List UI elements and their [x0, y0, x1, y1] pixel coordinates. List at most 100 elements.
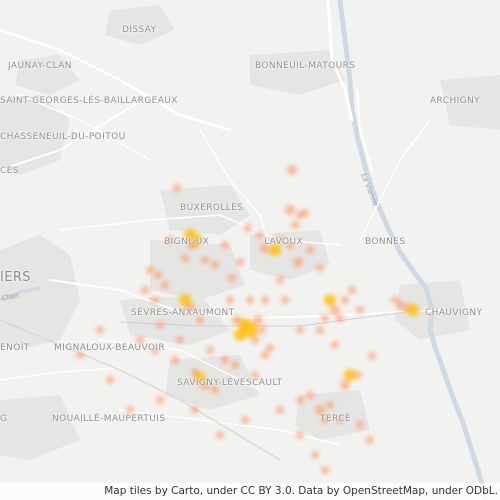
- place-label-bignoux: BIGNOUX: [164, 237, 210, 247]
- heat-point: [261, 296, 269, 304]
- heat-point: [340, 380, 350, 390]
- heat-point: [396, 301, 404, 309]
- heat-point: [146, 266, 154, 274]
- heat-point: [246, 296, 254, 304]
- heat-point: [226, 296, 234, 304]
- heat-point: [136, 336, 144, 344]
- heat-point: [96, 326, 104, 334]
- heat-point: [179, 294, 191, 306]
- heat-point: [253, 315, 263, 325]
- heat-point: [141, 286, 149, 294]
- urban-areas: [0, 5, 500, 460]
- heat-point: [296, 326, 304, 334]
- heat-point: [341, 296, 349, 304]
- heat-point: [407, 304, 419, 316]
- heat-point: [166, 236, 174, 244]
- heat-point: [321, 466, 329, 474]
- heat-point: [256, 231, 264, 239]
- heat-point: [151, 296, 159, 304]
- heat-point: [331, 341, 339, 349]
- heat-point: [156, 396, 164, 404]
- heat-point: [260, 243, 270, 253]
- heat-point: [296, 431, 304, 439]
- heat-point: [171, 356, 179, 364]
- heat-point: [242, 322, 258, 338]
- heat-point: [106, 376, 114, 384]
- heat-point: [287, 165, 297, 175]
- heat-point: [251, 336, 259, 344]
- heat-point: [156, 321, 164, 329]
- heat-point: [281, 296, 289, 304]
- place-label-terce: TERCÉ: [320, 414, 351, 424]
- heat-point: [391, 296, 399, 304]
- heat-point: [321, 314, 329, 322]
- heat-point: [221, 356, 229, 364]
- heat-point: [348, 286, 356, 294]
- heat-point: [326, 401, 334, 409]
- heat-point: [187, 240, 197, 250]
- place-label-sevres-anxaumont: SÈVRES-ANXAUMONT: [131, 308, 235, 318]
- heat-point: [181, 254, 189, 262]
- place-label-jaunay-clan: JAUNAY-CLAN: [8, 61, 72, 71]
- heat-point: [336, 314, 344, 322]
- place-label-nouaille: NOUAILLÉ-MAUPERTUIS: [52, 414, 166, 424]
- heat-point: [368, 352, 376, 360]
- heat-point: [276, 236, 284, 244]
- place-label-benoit: ENOÎT: [0, 343, 30, 353]
- heat-point: [241, 416, 249, 424]
- heat-point: [211, 386, 219, 394]
- heat-point: [311, 451, 319, 459]
- place-label-g: G: [0, 414, 8, 424]
- heat-point: [306, 391, 314, 399]
- place-label-ces: CES: [0, 166, 19, 176]
- heat-point: [306, 246, 314, 254]
- heat-point: [276, 276, 284, 284]
- roads: [0, 0, 441, 446]
- heat-point: [206, 346, 214, 354]
- heat-point: [316, 326, 324, 334]
- heat-point: [126, 406, 134, 414]
- heat-point: [336, 416, 344, 424]
- clain-river: [0, 286, 41, 302]
- place-label-buxerolles: BUXEROLLES: [180, 203, 244, 213]
- heat-point: [228, 274, 236, 282]
- heat-point: [366, 436, 374, 444]
- heat-point: [261, 351, 269, 359]
- heat-point: [211, 261, 219, 269]
- place-label-bonneuil-matours: BONNEUIL-MATOURS: [255, 61, 356, 71]
- heat-point: [324, 294, 336, 306]
- place-label-savigny: SAVIGNY-LÉVESCAULT: [177, 378, 283, 388]
- heat-point: [176, 336, 184, 344]
- heat-point: [330, 305, 340, 315]
- heat-point: [201, 256, 209, 264]
- heat-point: [301, 209, 309, 217]
- map-attribution: Map tiles by Carto, under CC BY 3.0. Dat…: [0, 483, 500, 500]
- vienne-river: [337, 0, 489, 500]
- place-label-bonnes: BONNES: [365, 237, 406, 247]
- heat-point: [356, 421, 364, 429]
- heat-point: [76, 351, 84, 359]
- heat-point: [296, 396, 304, 404]
- heat-point: [185, 303, 195, 313]
- heat-point: [191, 368, 199, 376]
- heat-point: [216, 431, 224, 439]
- heat-point: [251, 371, 259, 379]
- heat-point: [191, 406, 199, 414]
- place-label-chauvigny: CHAUVIGNY: [425, 308, 483, 318]
- heat-point: [236, 258, 244, 266]
- heatmap-layer: [76, 165, 419, 474]
- place-label-archigny: ARCHIGNY: [430, 96, 481, 106]
- place-label-dissay: DISSAY: [122, 25, 157, 35]
- heat-point: [293, 257, 303, 267]
- heat-point: [221, 241, 229, 249]
- heat-point: [286, 241, 294, 249]
- heat-point: [266, 344, 274, 352]
- heat-point: [200, 380, 210, 390]
- heat-point: [234, 329, 246, 341]
- heat-point: [151, 346, 159, 354]
- heat-point: [316, 264, 324, 272]
- heat-point: [291, 221, 299, 229]
- heat-point: [344, 369, 356, 381]
